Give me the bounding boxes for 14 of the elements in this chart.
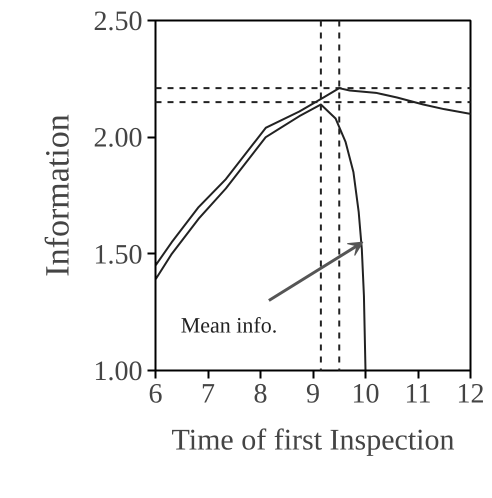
y-tick-label: 2.00 bbox=[94, 122, 142, 154]
x-axis-title: Time of first Inspection bbox=[171, 424, 455, 456]
x-tick-label: 7 bbox=[201, 378, 215, 410]
x-tick-label: 6 bbox=[148, 378, 162, 410]
x-tick-label: 12 bbox=[456, 378, 484, 410]
x-tick-label: 10 bbox=[352, 378, 380, 410]
y-tick-label: 1.00 bbox=[94, 356, 142, 387]
x-tick-label: 11 bbox=[404, 378, 432, 410]
x-tick-label: 9 bbox=[306, 378, 320, 410]
y-tick-label: 2.50 bbox=[94, 6, 142, 37]
x-tick-label: 8 bbox=[254, 378, 268, 410]
y-tick-label: 1.50 bbox=[94, 239, 142, 270]
annotation: Mean info. bbox=[180, 312, 278, 338]
y-axis-title: Information bbox=[40, 114, 76, 277]
